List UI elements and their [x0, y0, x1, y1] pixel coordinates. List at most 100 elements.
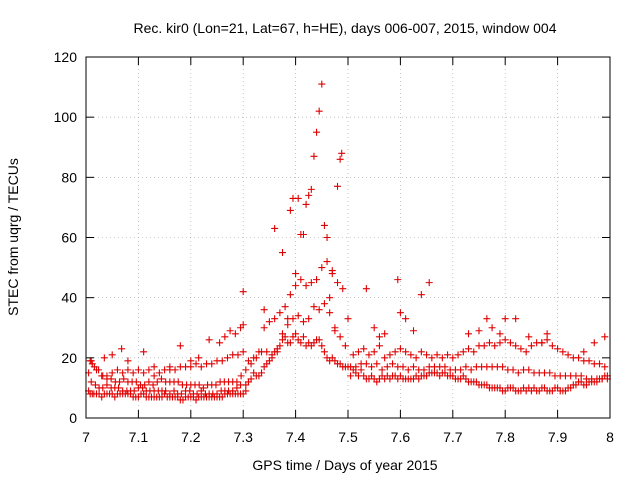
data-point — [271, 224, 279, 232]
data-point — [239, 348, 247, 356]
data-point — [517, 345, 525, 353]
data-point — [391, 348, 399, 356]
data-point — [404, 366, 412, 374]
data-point — [208, 360, 216, 368]
data-point — [326, 294, 334, 302]
data-point — [226, 327, 234, 335]
data-point — [514, 369, 522, 377]
y-tick-label: 0 — [69, 410, 77, 426]
data-point — [292, 270, 300, 278]
data-point — [242, 387, 250, 395]
data-point — [499, 363, 507, 371]
data-point — [459, 348, 467, 356]
x-tick-label: 7.6 — [391, 429, 411, 445]
data-point — [326, 309, 334, 317]
data-point — [87, 378, 95, 386]
data-point — [239, 288, 247, 296]
data-point — [233, 378, 241, 386]
data-point — [141, 381, 149, 389]
data-point — [284, 321, 292, 329]
y-tick-label: 100 — [54, 109, 78, 125]
data-point — [237, 372, 245, 380]
data-point — [307, 185, 315, 193]
data-point — [485, 339, 493, 347]
data-point — [255, 348, 263, 356]
data-point — [297, 339, 305, 347]
data-point — [315, 306, 323, 314]
data-point — [344, 315, 352, 323]
data-point — [265, 318, 273, 326]
data-point — [396, 345, 404, 353]
data-point — [171, 366, 179, 374]
data-point — [428, 354, 436, 362]
data-point — [162, 387, 170, 395]
data-point — [229, 387, 237, 395]
data-point — [279, 330, 286, 338]
data-point — [271, 315, 279, 323]
data-point — [370, 348, 378, 356]
data-point — [216, 339, 224, 347]
data-point — [512, 315, 520, 323]
data-point — [341, 342, 349, 350]
data-point — [423, 351, 431, 359]
data-point — [124, 357, 132, 365]
data-point — [438, 354, 446, 362]
data-point — [525, 366, 533, 374]
data-point — [331, 327, 339, 335]
data-point — [506, 339, 514, 347]
data-point — [349, 351, 357, 359]
data-point — [286, 339, 294, 347]
data-point — [145, 378, 153, 386]
data-point — [365, 351, 373, 359]
data-point — [441, 363, 449, 371]
data-point — [223, 354, 231, 362]
data-point — [433, 351, 441, 359]
chart-title: Rec. kir0 (Lon=21, Lat=67, h=HE), days 0… — [134, 20, 557, 36]
x-tick-label: 7.4 — [286, 429, 306, 445]
data-point — [338, 149, 346, 157]
x-tick-label: 7.1 — [129, 429, 149, 445]
y-tick-label: 120 — [54, 49, 78, 65]
data-point — [564, 351, 572, 359]
data-point — [328, 267, 336, 275]
data-point — [260, 324, 268, 332]
data-point — [166, 390, 174, 398]
data-point — [483, 315, 491, 323]
data-point — [402, 348, 410, 356]
data-point — [470, 348, 478, 356]
data-point — [449, 354, 457, 362]
data-point — [320, 221, 328, 229]
data-point — [199, 384, 207, 392]
data-point — [527, 342, 535, 350]
data-point — [221, 333, 229, 341]
data-point — [509, 366, 517, 374]
data-point — [454, 351, 462, 359]
data-point — [548, 342, 556, 350]
data-point — [92, 366, 100, 374]
data-point — [318, 264, 326, 272]
data-point — [396, 309, 404, 317]
data-point — [145, 366, 153, 374]
data-point — [103, 372, 111, 380]
data-point — [601, 333, 609, 341]
data-point — [378, 366, 386, 374]
data-point — [187, 357, 195, 365]
data-point — [381, 354, 389, 362]
data-point — [113, 366, 121, 374]
data-point — [585, 357, 593, 365]
data-point — [195, 354, 203, 362]
data-point — [407, 351, 415, 359]
data-point — [114, 384, 122, 392]
data-point — [129, 369, 137, 377]
data-point — [420, 366, 428, 374]
data-point — [140, 348, 148, 356]
data-point — [554, 345, 562, 353]
data-point — [231, 330, 239, 338]
data-point — [320, 348, 328, 356]
data-point — [166, 363, 174, 371]
data-point — [370, 324, 378, 332]
data-point — [192, 360, 200, 368]
data-point — [362, 360, 370, 368]
data-point — [302, 282, 310, 290]
data-point — [320, 300, 328, 308]
